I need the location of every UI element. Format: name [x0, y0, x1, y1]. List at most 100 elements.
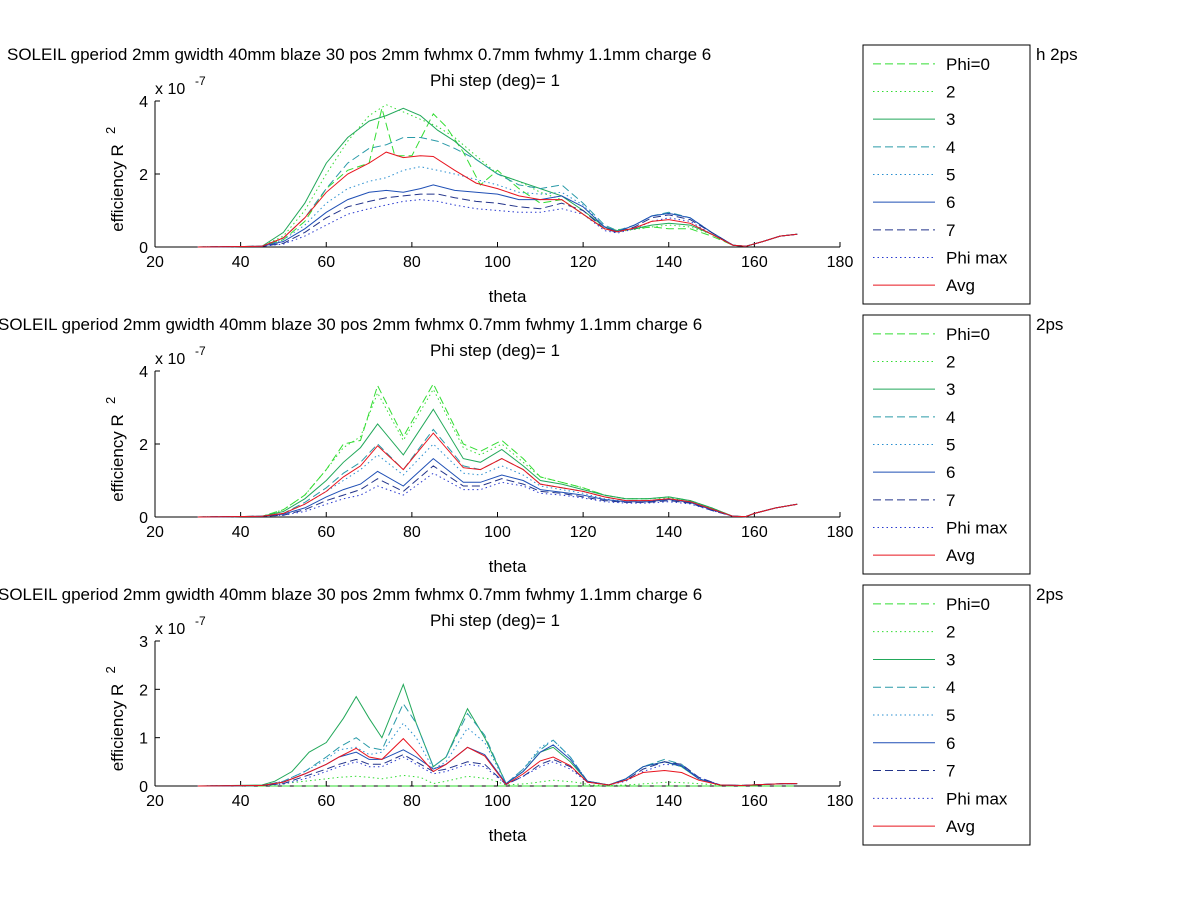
legend-label-9: Avg	[946, 546, 975, 565]
y-tick-label: 0	[139, 240, 148, 257]
legend-label-4: 4	[946, 138, 955, 157]
legend-label-3: 3	[946, 380, 955, 399]
y-tick-label: 3	[139, 634, 148, 651]
x-tick-label: 20	[146, 793, 164, 810]
series-line-1	[197, 108, 798, 248]
legend-label-5: 5	[946, 436, 955, 455]
subplot-3: 20 40 60 80 100 120 140 160 180 0 1 2 3 x 10 -7 theta ef…	[0, 584, 1063, 846]
chart-title-tail: 2ps	[1036, 315, 1063, 334]
legend-label-2: 2	[946, 353, 955, 372]
legend-box	[862, 584, 1031, 846]
series-line-9	[197, 737, 798, 787]
y-axis-label: efficiency R	[108, 414, 127, 502]
y-axis-label: efficiency R	[108, 144, 127, 232]
x-tick-label: 60	[317, 793, 335, 810]
legend-label-3: 3	[946, 650, 955, 669]
legend-label-8: Phi max	[946, 789, 1008, 808]
legend-label-6: 6	[946, 193, 955, 212]
x-tick-label: 80	[403, 254, 421, 271]
y-exponent-power: -7	[195, 344, 206, 358]
series-line-9	[197, 151, 798, 248]
x-tick-label: 140	[655, 254, 682, 271]
x-tick-label: 80	[403, 524, 421, 541]
series-line-3	[197, 408, 798, 518]
x-tick-label: 100	[484, 793, 511, 810]
chart-subtitle: Phi step (deg)= 1	[430, 71, 560, 90]
x-tick-label: 180	[827, 793, 854, 810]
x-tick-label: 160	[741, 793, 768, 810]
y-tick-label: 4	[139, 364, 148, 381]
series-line-4	[197, 137, 798, 248]
legend-label-6: 6	[946, 734, 955, 753]
x-tick-label: 120	[570, 793, 597, 810]
x-tick-label: 20	[146, 254, 164, 271]
series-line-5	[197, 443, 798, 518]
legend-label-2: 2	[946, 83, 955, 102]
series-line-2	[197, 774, 798, 787]
subplot-2: 20 40 60 80 100 120 140 160 180 0 2 4 x 10 -7 theta eff…	[0, 314, 1063, 576]
series-line-7	[197, 193, 798, 248]
chart-title-tail: h 2ps	[1036, 45, 1078, 64]
y-axis-label-superscript: 2	[103, 397, 118, 404]
series-line-6	[197, 744, 798, 787]
x-tick-label: 180	[827, 524, 854, 541]
chart-title: SOLEIL gperiod 2mm gwidth 40mm blaze 30 …	[0, 585, 702, 604]
chart-title: SOLEIL gperiod 2mm gwidth 40mm blaze 30 …	[7, 45, 711, 64]
x-tick-label: 100	[484, 524, 511, 541]
series-line-7	[197, 754, 798, 787]
chart-title-tail: 2ps	[1036, 585, 1063, 604]
y-tick-label: 2	[139, 682, 148, 699]
legend-label-9: Avg	[946, 276, 975, 295]
y-axis-label-superscript: 2	[103, 666, 118, 673]
series-line-7	[197, 465, 798, 518]
legend-label-4: 4	[946, 678, 955, 697]
legend-label-7: 7	[946, 491, 955, 510]
legend-label-5: 5	[946, 166, 955, 185]
subplot-1: 20 40 60 80 100 120 140 160 180 0 2 4 x 10 -7 theta eff…	[7, 44, 1078, 306]
x-tick-label: 120	[570, 254, 597, 271]
x-tick-label: 120	[570, 524, 597, 541]
y-axis-label-superscript: 2	[103, 127, 118, 134]
y-tick-label: 4	[139, 94, 148, 111]
series-line-1	[197, 382, 798, 518]
x-tick-label: 60	[317, 524, 335, 541]
legend-label-1: Phi=0	[946, 55, 990, 74]
chart-title: SOLEIL gperiod 2mm gwidth 40mm blaze 30 …	[0, 315, 702, 334]
legend-label-2: 2	[946, 623, 955, 642]
x-tick-label: 40	[232, 793, 250, 810]
chart-subtitle: Phi step (deg)= 1	[430, 341, 560, 360]
legend-label-4: 4	[946, 408, 955, 427]
legend-label-1: Phi=0	[946, 325, 990, 344]
x-tick-label: 80	[403, 793, 421, 810]
legend-label-8: Phi max	[946, 519, 1008, 538]
y-exponent-base: x 10	[155, 621, 185, 638]
x-axis-label: theta	[489, 287, 527, 306]
x-tick-label: 40	[232, 524, 250, 541]
x-tick-label: 20	[146, 524, 164, 541]
legend-label-9: Avg	[946, 817, 975, 836]
y-exponent-power: -7	[195, 74, 206, 88]
x-tick-label: 140	[655, 793, 682, 810]
legend-label-7: 7	[946, 762, 955, 781]
y-axis-label-group: efficiency R 2	[103, 397, 127, 502]
legend-label-5: 5	[946, 706, 955, 725]
x-tick-label: 40	[232, 254, 250, 271]
x-tick-label: 160	[741, 254, 768, 271]
series-line-9	[197, 432, 798, 518]
y-tick-label: 2	[139, 437, 148, 454]
y-axis-label-group: efficiency R 2	[103, 127, 127, 232]
x-axis-label: theta	[489, 557, 527, 576]
y-tick-label: 0	[139, 510, 148, 527]
x-axis-label: theta	[489, 826, 527, 845]
y-exponent-base: x 10	[155, 81, 185, 98]
y-axis-label: efficiency R	[108, 684, 127, 772]
y-tick-label: 0	[139, 779, 148, 796]
x-tick-label: 60	[317, 254, 335, 271]
legend-label-1: Phi=0	[946, 595, 990, 614]
x-tick-label: 160	[741, 524, 768, 541]
y-tick-label: 1	[139, 731, 148, 748]
series-line-5	[197, 722, 798, 787]
legend-box	[862, 314, 1031, 575]
y-exponent-base: x 10	[155, 351, 185, 368]
